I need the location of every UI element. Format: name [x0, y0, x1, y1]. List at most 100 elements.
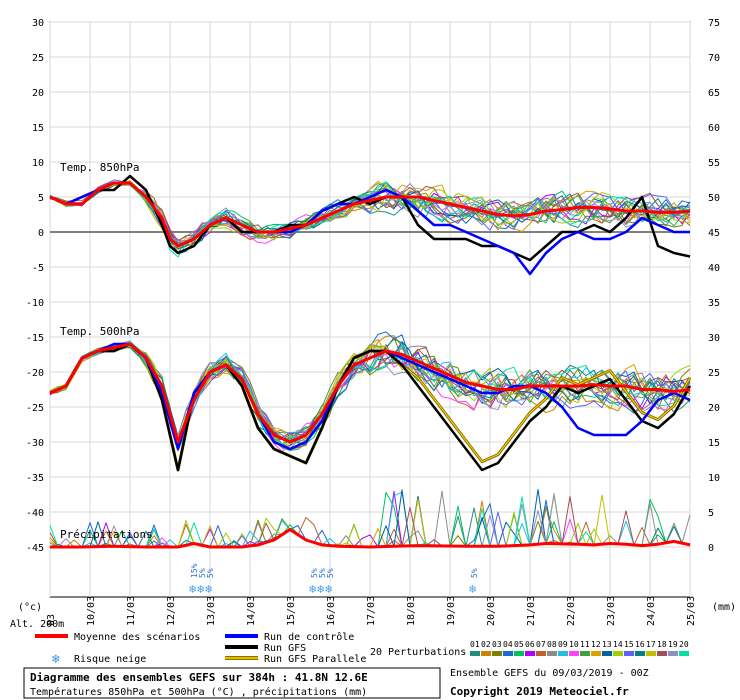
legend-control-label: Run de contrôle — [264, 631, 354, 643]
perturbation-swatch — [635, 651, 645, 656]
perturbation-swatch — [514, 651, 524, 656]
right-tick-label: 35 — [708, 298, 720, 309]
footer-box — [23, 667, 441, 699]
perturbation-number: 03 — [492, 640, 502, 649]
grid — [49, 21, 691, 597]
x-tick-label: 12/03 — [166, 596, 177, 626]
perturbation-swatch — [536, 651, 546, 656]
gfs-t500 — [49, 342, 692, 472]
left-tick-label: 0 — [38, 228, 44, 239]
perturbation-swatch — [580, 651, 590, 656]
x-tick-label: 24/03 — [646, 596, 657, 626]
footer-ensemble: Ensemble GEFS du 09/03/2019 - 00Z — [450, 668, 649, 679]
snow-risk-icon: ❄ — [197, 582, 204, 596]
x-tick-label: 25/03 — [686, 596, 697, 626]
left-tick-label: -35 — [26, 473, 44, 484]
snow-risk-percent: 5% — [318, 568, 327, 578]
perturbation-number: 18 — [657, 640, 667, 649]
perturbation-number: 08 — [547, 640, 557, 649]
right-tick-label: 50 — [708, 193, 720, 204]
perturbation-number: 01 — [470, 640, 480, 649]
precip-panel-label: Précipitations — [60, 528, 153, 541]
right-tick-label: 55 — [708, 158, 720, 169]
x-tick-label: 10/03 — [86, 596, 97, 626]
t500-panel-label: Temp. 500hPa — [60, 325, 139, 338]
x-tick-label: 18/03 — [406, 596, 417, 626]
right-tick-label: 0 — [708, 543, 714, 554]
x-tick-label: 23/03 — [606, 596, 617, 626]
left-tick-label: -45 — [26, 543, 44, 554]
perturbation-swatch — [602, 651, 612, 656]
perturbation-number: 07 — [536, 640, 546, 649]
snow-risk-percent: 5% — [198, 568, 207, 578]
perturbation-swatch — [525, 651, 535, 656]
x-tick-label: 22/03 — [566, 596, 577, 626]
snow-risk-icon: ❄ — [469, 582, 476, 596]
x-tick-label: 19/03 — [446, 596, 457, 626]
right-tick-label: 25 — [708, 368, 720, 379]
perturbation-number: 17 — [646, 640, 656, 649]
alt-label: Alt. 200m — [10, 619, 64, 630]
legend-gfs-parallel-label: Run GFS Parallele — [264, 654, 366, 665]
left-tick-label: 20 — [32, 88, 44, 99]
perturbation-number: 11 — [580, 640, 590, 649]
perturbation-swatch — [668, 651, 678, 656]
left-axis: 30 25 20 15 10 5 0 -5 -10 -15 -20 -25 -30 -35 -40 -45 — [26, 18, 44, 554]
perturbation-17-t500 — [49, 342, 691, 451]
snow-risk-icon: ❄ — [325, 582, 332, 596]
mean-t500 — [49, 342, 691, 444]
left-tick-label: -25 — [26, 403, 44, 414]
legend-mean-label: Moyenne des scénarios — [74, 631, 200, 643]
perturbation-swatch — [503, 651, 513, 656]
perturbation-swatch — [646, 651, 656, 656]
left-tick-label: 15 — [32, 123, 44, 134]
right-tick-label: 60 — [708, 123, 720, 134]
x-tick-label: 03 — [46, 614, 57, 626]
legend-snow-label: Risque neige — [74, 654, 146, 665]
snow-risk-layer: 15%❄5%❄5%❄5%❄5%❄5%❄5%❄ — [189, 563, 479, 596]
right-tick-label: 40 — [708, 263, 720, 274]
x-tick-label: 15/03 — [286, 596, 297, 626]
right-tick-label: 10 — [708, 473, 720, 484]
mean-precip — [50, 528, 691, 549]
perturbation-swatch — [470, 651, 480, 656]
snow-risk-percent: 5% — [326, 568, 335, 578]
snow-risk-percent: 5% — [206, 568, 215, 578]
left-tick-label: -30 — [26, 438, 44, 449]
perturbation-number: 10 — [569, 640, 579, 649]
snow-risk-icon: ❄ — [317, 582, 324, 596]
perturbation-swatch — [492, 651, 502, 656]
left-tick-label: -10 — [26, 298, 44, 309]
t850-panel-label: Temp. 850hPa — [60, 161, 139, 174]
perturbation-number: 13 — [602, 640, 612, 649]
perturbation-swatch — [481, 651, 491, 656]
legend: Moyenne des scénarios ❄ Risque neige Run… — [35, 631, 689, 667]
perturbation-swatch — [624, 651, 634, 656]
footer-title: Diagramme des ensembles GEFS sur 384h : … — [30, 671, 368, 684]
snow-risk-percent: 15% — [190, 563, 199, 578]
x-axis: 03 10/03 11/03 12/03 13/03 14/03 15/03 16/03 17/… — [46, 596, 697, 626]
snow-risk-icon: ❄ — [205, 582, 212, 596]
snow-risk-percent: 5% — [470, 568, 479, 578]
footer-subtitle: Températures 850hPa et 500hPa (°C) , pré… — [30, 686, 367, 698]
perturbation-number: 02 — [481, 640, 491, 649]
footer-copyright: Copyright 2019 Meteociel.fr — [450, 685, 629, 698]
left-tick-label: 5 — [38, 193, 44, 204]
right-tick-label: 75 — [708, 18, 720, 29]
snow-risk-icon: ❄ — [189, 582, 196, 596]
x-tick-label: 14/03 — [246, 596, 257, 626]
right-unit-label: (mm) — [712, 602, 736, 613]
left-tick-label: 30 — [32, 18, 44, 29]
legend-snow-icon: ❄ — [51, 652, 60, 667]
left-tick-label: 25 — [32, 53, 44, 64]
perturbation-swatch — [558, 651, 568, 656]
x-tick-label: 16/03 — [326, 596, 337, 626]
legend-gfs-label: Run GFS — [264, 643, 306, 654]
perturbation-number: 16 — [635, 640, 645, 649]
right-tick-label: 70 — [708, 53, 720, 64]
left-tick-label: -5 — [32, 263, 44, 274]
perturbation-number: 15 — [624, 640, 634, 649]
right-tick-label: 15 — [708, 438, 720, 449]
